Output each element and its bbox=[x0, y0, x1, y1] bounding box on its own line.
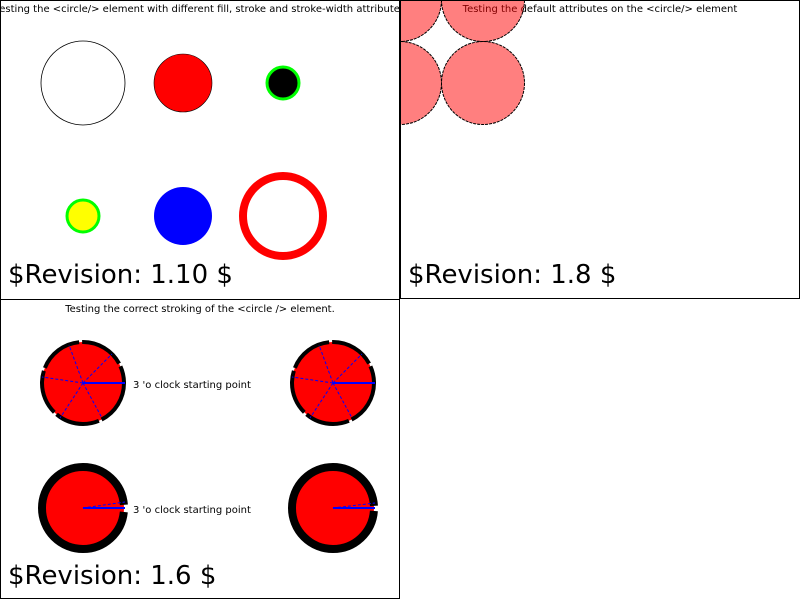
revision-label: $Revision: 1.10 $ bbox=[8, 260, 233, 290]
panel-circle-defaults: Testing the default attributes on the <c… bbox=[400, 0, 800, 299]
revision-label: $Revision: 1.8 $ bbox=[408, 260, 616, 290]
dashed-stroke-circle bbox=[40, 340, 126, 426]
panel-circle-fill-stroke: Testing the <circle/> element with diffe… bbox=[0, 0, 405, 300]
yellow-green-circle bbox=[65, 198, 101, 234]
dash-marker-lines bbox=[41, 344, 113, 419]
black-green-circle bbox=[265, 65, 301, 101]
panel-title: Testing the correct stroking of the <cir… bbox=[64, 304, 335, 315]
start-point-label: 3 'o clock starting point bbox=[133, 380, 251, 391]
white-circle bbox=[40, 40, 126, 126]
panel-title: Testing the <circle/> element with diffe… bbox=[0, 4, 405, 15]
default-circle bbox=[441, 41, 525, 125]
panel-title: Testing the default attributes on the <c… bbox=[462, 4, 738, 15]
start-point-label: 3 'o clock starting point bbox=[133, 505, 251, 516]
panel-circle-stroking: Testing the correct stroking of the <cir… bbox=[0, 299, 400, 599]
revision-label: $Revision: 1.6 $ bbox=[8, 561, 216, 591]
panel-frame bbox=[400, 0, 800, 299]
default-circle bbox=[401, 1, 442, 42]
thick-stroke-circle bbox=[38, 463, 128, 553]
panel-frame bbox=[0, 0, 400, 300]
dash-marker-lines bbox=[291, 344, 363, 419]
red-circle bbox=[153, 53, 213, 113]
thick-stroke-circle bbox=[288, 463, 378, 553]
blue-circle bbox=[154, 187, 212, 245]
red-ring-circle bbox=[239, 172, 327, 260]
dashed-stroke-circle bbox=[290, 340, 376, 426]
